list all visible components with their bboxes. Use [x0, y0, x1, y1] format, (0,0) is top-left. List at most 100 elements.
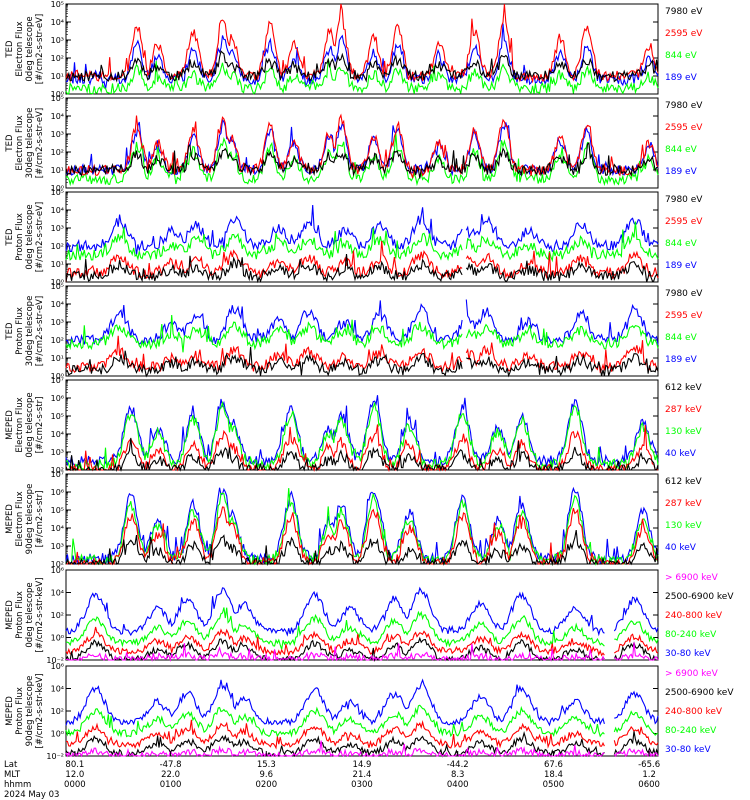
- legend-entry: 844 eV: [665, 333, 698, 343]
- series-line-2: [65, 335, 659, 374]
- x-tick-lat: -47.8: [160, 760, 182, 770]
- y-axis-label: 0deg telescope: [25, 582, 35, 647]
- legend-entry: > 6900 keV: [665, 669, 719, 679]
- y-tick-label: 10³: [51, 130, 64, 139]
- y-tick-label: 10⁶: [51, 488, 64, 497]
- panel-3: 10⁰ 10¹ 10² 10³ 10⁴ 10⁵ TED Proton Flux 0deg tel…: [5, 188, 703, 287]
- series-line-3: [65, 488, 659, 567]
- x-tick-hhmm: 0400: [447, 780, 469, 790]
- y-tick-label: 10⁴: [51, 112, 64, 121]
- y-axis-label: [#/cm2-s-str-eV]: [35, 108, 45, 178]
- y-axis-label: Proton Flux: [15, 591, 25, 639]
- legend-entry: 240-800 keV: [665, 611, 723, 621]
- x-tick-hhmm: 0600: [638, 780, 660, 790]
- x-tick-lat: 67.6: [544, 760, 563, 770]
- y-tick-label: 10³: [51, 318, 64, 327]
- series-line-2: [65, 730, 659, 758]
- x-tick-mlt: 21.4: [353, 770, 372, 780]
- x-tick-mlt: 18.4: [544, 770, 563, 780]
- series-line-5: [65, 586, 659, 637]
- y-axis-label: [#/cm2-s-str-eV]: [35, 14, 45, 84]
- legend-entry: 7980 eV: [665, 101, 703, 111]
- y-tick-label: 10¹: [51, 166, 64, 175]
- y-tick-label: 10⁰: [51, 730, 64, 739]
- series-line-1: [65, 50, 659, 83]
- legend-entry: 2595 eV: [665, 29, 703, 39]
- x-tick-mlt: 12.0: [65, 770, 84, 780]
- y-tick-label: 10⁴: [51, 589, 64, 598]
- legend-entry: > 6900 keV: [665, 573, 719, 583]
- y-tick-label: 10⁷: [51, 470, 64, 479]
- y-tick-label: 10⁶: [51, 394, 64, 403]
- legend-entry: 7980 eV: [665, 195, 703, 205]
- series-line-5: [65, 678, 659, 727]
- x-tick-lat: 15.3: [257, 760, 276, 770]
- series-line-1: [65, 642, 659, 663]
- y-axis-label: Proton Flux: [15, 213, 25, 261]
- y-tick-label: 10³: [51, 36, 64, 45]
- legend-entry: 189 eV: [665, 261, 698, 271]
- y-axis-label: TED: [5, 322, 15, 341]
- x-tick-lat: -65.6: [638, 760, 660, 770]
- y-axis-label: MEPED: [5, 696, 15, 726]
- y-tick-label: 10⁴: [51, 18, 64, 27]
- y-tick-label: 10⁰: [51, 184, 64, 193]
- y-tick-label: 10⁷: [51, 376, 64, 385]
- y-tick-label: 10³: [51, 224, 64, 233]
- legend-entry: 189 eV: [665, 167, 698, 177]
- y-axis-label: Electron Flux: [15, 21, 25, 76]
- series-line-2: [65, 636, 658, 662]
- date-label: 2024 May 03: [4, 790, 59, 800]
- y-tick-label: 10³: [51, 448, 64, 457]
- y-axis-label: [#/cm2-s-str-eV]: [35, 202, 45, 272]
- legend-entry: 2595 eV: [665, 217, 703, 227]
- y-tick-label: 10⁴: [51, 685, 64, 694]
- y-axis-label: [#/cm2-s-str-keV]: [35, 578, 45, 653]
- y-axis-label: [#/cm2-s-str-keV]: [35, 674, 45, 749]
- panel-frame: [65, 473, 659, 565]
- series-line-2: [66, 506, 659, 566]
- y-axis-label: MEPED: [5, 600, 15, 630]
- y-tick-label: 10²: [51, 148, 64, 157]
- y-tick-label: 10²: [51, 242, 64, 251]
- legend-entry: 7980 eV: [665, 7, 703, 17]
- panel-6: 10² 10³ 10⁴ 10⁵ 10⁶ 10⁷ MEPED Electron Flux 90de…: [5, 470, 702, 569]
- y-axis-label: Proton Flux: [15, 307, 25, 355]
- legend-entry: 30-80 keV: [665, 649, 711, 659]
- y-axis-label: 90deg telescope: [25, 484, 35, 555]
- y-axis-label: Electron Flux: [15, 397, 25, 452]
- series-line-1: [65, 437, 659, 473]
- row-label-mlt: MLT: [4, 770, 21, 780]
- panel-8: 10⁻² 10⁰ 10² 10⁴ 10⁶ MEPED Proton Flux 90deg te…: [5, 662, 734, 761]
- y-tick-label: 10²: [51, 560, 64, 569]
- series-line-2: [65, 3, 659, 84]
- legend-entry: 130 keV: [665, 427, 702, 437]
- legend-entry: 612 keV: [665, 383, 702, 393]
- y-tick-label: 10⁴: [51, 524, 64, 533]
- series-line-4: [65, 704, 659, 738]
- y-tick-label: 10²: [51, 54, 64, 63]
- panel-4: 10⁰ 10¹ 10² 10³ 10⁴ 10⁵ TED Proton Flux 30deg te…: [5, 282, 703, 381]
- legend-entry: 2500-6900 keV: [665, 592, 734, 602]
- y-tick-label: 10⁵: [51, 0, 64, 9]
- x-tick-mlt: 8.3: [451, 770, 465, 780]
- y-tick-label: 10¹: [51, 260, 64, 269]
- series-line-4: [66, 607, 659, 650]
- x-tick-mlt: 9.6: [260, 770, 274, 780]
- legend-entry: 189 eV: [665, 73, 698, 83]
- y-tick-label: 10⁴: [51, 430, 64, 439]
- legend-entry: 2500-6900 keV: [665, 688, 734, 698]
- y-axis-label: 0deg telescope: [25, 16, 35, 81]
- series-line-1: [65, 142, 659, 179]
- series-line-3: [65, 314, 659, 353]
- x-tick-hhmm: 0100: [160, 780, 182, 790]
- x-tick-lat: 80.1: [65, 760, 84, 770]
- panel-frame: [65, 97, 659, 189]
- series-line-3: [65, 133, 659, 187]
- legend-entry: 130 keV: [665, 521, 702, 531]
- y-tick-label: 10²: [51, 707, 64, 716]
- series-line-4: [65, 299, 659, 346]
- legend-entry: 40 keV: [665, 543, 697, 553]
- series-line-1: [65, 740, 659, 758]
